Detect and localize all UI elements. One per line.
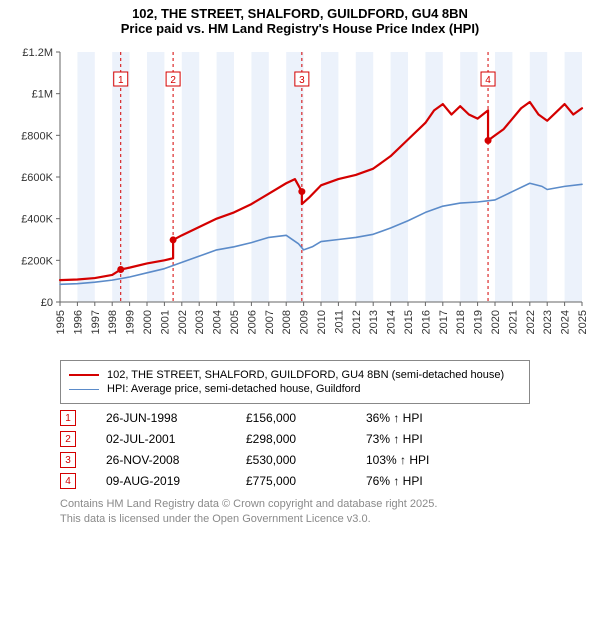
sales-row: 3 26-NOV-2008£530,000103% ↑ HPI [60,452,530,468]
svg-text:2004: 2004 [212,310,224,334]
svg-text:£600K: £600K [21,172,53,184]
svg-text:2013: 2013 [368,310,380,334]
sale-marker: 1 [60,410,76,426]
svg-text:2003: 2003 [194,310,206,334]
svg-text:£400K: £400K [21,214,53,226]
sale-marker: 3 [60,452,76,468]
svg-text:2005: 2005 [229,310,241,334]
svg-text:2022: 2022 [525,310,537,334]
sale-price: £298,000 [246,432,366,446]
svg-text:2: 2 [170,75,176,86]
title-line-1: 102, THE STREET, SHALFORD, GUILDFORD, GU… [10,6,590,21]
svg-text:2001: 2001 [159,310,171,334]
svg-text:2019: 2019 [473,310,485,334]
legend-label: 102, THE STREET, SHALFORD, GUILDFORD, GU… [107,369,504,381]
sale-price: £530,000 [246,453,366,467]
sale-marker: 2 [60,431,76,447]
svg-text:2018: 2018 [455,310,467,334]
footer: Contains HM Land Registry data © Crown c… [60,497,590,527]
svg-text:1999: 1999 [125,310,137,334]
svg-text:£800K: £800K [21,130,53,142]
legend: 102, THE STREET, SHALFORD, GUILDFORD, GU… [60,360,530,404]
title-line-2: Price paid vs. HM Land Registry's House … [10,21,590,36]
svg-text:2024: 2024 [560,310,572,334]
sale-price: £156,000 [246,411,366,425]
svg-text:3: 3 [299,75,305,86]
sale-date: 26-JUN-1998 [106,411,246,425]
svg-text:2008: 2008 [281,310,293,334]
sales-row: 1 26-JUN-1998£156,00036% ↑ HPI [60,410,530,426]
plot-area: £0 £200K £400K £600K £800K £1M £1.2M 1995 1996 19… [10,42,590,352]
sale-pct: 36% ↑ HPI [366,411,530,425]
svg-text:2025: 2025 [577,310,589,334]
svg-text:4: 4 [485,75,491,86]
svg-text:2012: 2012 [351,310,363,334]
svg-text:2010: 2010 [316,310,328,334]
sales-table: 1 26-JUN-1998£156,00036% ↑ HPI 2 02-JUL-200… [60,410,530,489]
svg-text:2023: 2023 [542,310,554,334]
footer-line-2: This data is licensed under the Open Gov… [60,512,590,527]
svg-text:2002: 2002 [177,310,189,334]
sales-row: 2 02-JUL-2001£298,00073% ↑ HPI [60,431,530,447]
legend-label: HPI: Average price, semi-detached house,… [107,383,361,395]
svg-text:£0: £0 [41,297,53,309]
chart-svg: £0 £200K £400K £600K £800K £1M £1.2M 1995 1996 19… [10,42,590,352]
svg-text:2017: 2017 [438,310,450,334]
svg-text:2000: 2000 [142,310,154,334]
svg-text:2021: 2021 [507,310,519,334]
sale-date: 09-AUG-2019 [106,474,246,488]
sale-pct: 76% ↑ HPI [366,474,530,488]
sale-date: 02-JUL-2001 [106,432,246,446]
svg-text:£200K: £200K [21,255,53,267]
chart-container: 102, THE STREET, SHALFORD, GUILDFORD, GU… [0,0,600,537]
sale-pct: 73% ↑ HPI [366,432,530,446]
sale-pct: 103% ↑ HPI [366,453,530,467]
svg-text:2009: 2009 [299,310,311,334]
svg-text:2016: 2016 [420,310,432,334]
legend-swatch [69,374,99,376]
legend-row: 102, THE STREET, SHALFORD, GUILDFORD, GU… [69,369,521,381]
svg-text:2014: 2014 [386,310,398,334]
svg-text:1995: 1995 [55,310,67,334]
svg-text:1: 1 [118,75,124,86]
svg-text:£1M: £1M [32,89,53,101]
svg-text:1997: 1997 [90,310,102,334]
footer-line-1: Contains HM Land Registry data © Crown c… [60,497,590,512]
sale-price: £775,000 [246,474,366,488]
chart-titles: 102, THE STREET, SHALFORD, GUILDFORD, GU… [10,6,590,36]
legend-swatch [69,389,99,390]
svg-text:1996: 1996 [72,310,84,334]
sale-date: 26-NOV-2008 [106,453,246,467]
svg-text:2007: 2007 [264,310,276,334]
svg-text:2006: 2006 [246,310,258,334]
svg-text:2020: 2020 [490,310,502,334]
svg-text:£1.2M: £1.2M [22,47,53,59]
legend-row: HPI: Average price, semi-detached house,… [69,383,521,395]
sales-row: 4 09-AUG-2019£775,00076% ↑ HPI [60,473,530,489]
sale-marker: 4 [60,473,76,489]
svg-text:2015: 2015 [403,310,415,334]
svg-text:2011: 2011 [333,310,345,334]
svg-text:1998: 1998 [107,310,119,334]
